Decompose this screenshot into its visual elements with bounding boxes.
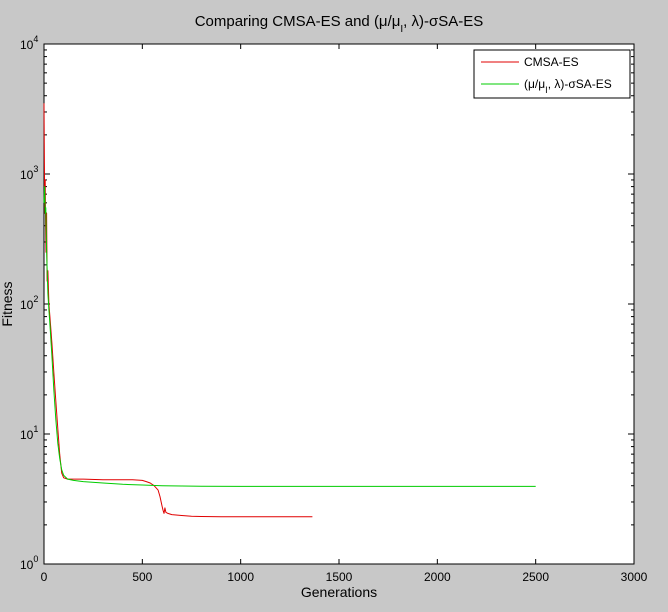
y-tick-label: 104: [20, 34, 38, 52]
x-tick-label: 2000: [424, 570, 451, 584]
x-tick-label: 500: [132, 570, 152, 584]
y-axis-label: Fitness: [0, 281, 15, 326]
y-tick-label-base: 10: [20, 38, 34, 52]
y-tick-label: 100: [20, 554, 38, 572]
plot-area: [43, 43, 635, 565]
y-tick-label: 103: [20, 164, 38, 182]
x-tick-label: 1000: [227, 570, 254, 584]
series-lines: [43, 103, 536, 518]
legend: CMSA-ES (μ/μI, λ)-σSA-ES: [473, 49, 631, 99]
y-tick-label-exponent: 3: [33, 164, 38, 174]
y-tick-label-exponent: 0: [33, 554, 38, 564]
y-tick-label-base: 10: [20, 168, 34, 182]
x-axis-label: Generations: [301, 584, 377, 600]
x-tick-label: 0: [41, 570, 48, 584]
y-tick-label-exponent: 1: [33, 424, 38, 434]
chart-title: Comparing CMSA-ES and (μ/μI, λ)-σSA-ES: [195, 13, 484, 35]
y-tick-label-base: 10: [20, 558, 34, 572]
x-tick-label: 1500: [326, 570, 353, 584]
y-tick-label: 102: [20, 294, 38, 312]
y-tick-label: 101: [20, 424, 38, 442]
x-tick-label: 3000: [621, 570, 648, 584]
y-tick-label-base: 10: [20, 298, 34, 312]
x-tick-labels: 0 500 1000 1500 2000 2500 3000: [41, 570, 648, 584]
legend-entry-cmsa: CMSA-ES: [524, 55, 579, 69]
y-tick-label-exponent: 2: [33, 294, 38, 304]
x-tick-label: 2500: [522, 570, 549, 584]
series-line-sigma-sa-es: [43, 186, 536, 487]
y-tick-label-base: 10: [20, 428, 34, 442]
y-tick-label-exponent: 4: [33, 34, 38, 44]
legend-box: [473, 49, 631, 99]
